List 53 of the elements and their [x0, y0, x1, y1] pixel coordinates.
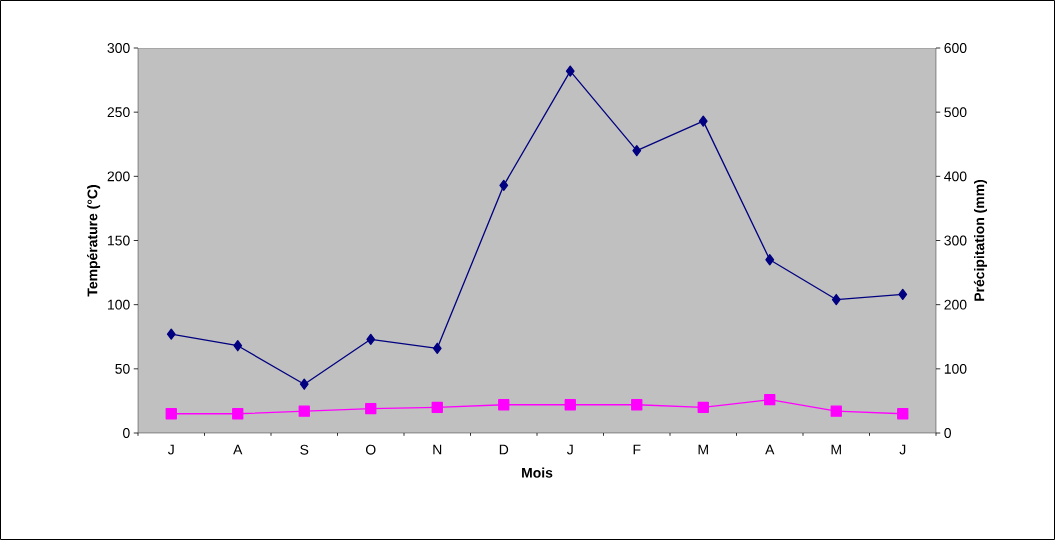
point [897, 408, 909, 420]
point [233, 340, 243, 352]
y2-tick-label: 500 [944, 107, 967, 118]
point [499, 179, 509, 191]
x-tick-label: J [899, 444, 906, 455]
point [764, 393, 776, 406]
point [697, 401, 709, 413]
point [564, 399, 576, 411]
point [165, 408, 177, 420]
point [365, 402, 377, 415]
y2-tick-label: 200 [944, 299, 967, 310]
point [565, 65, 575, 77]
y2-tick-label: 400 [944, 171, 967, 182]
point [166, 328, 176, 340]
point [698, 115, 708, 127]
x-tick-label: M [698, 444, 708, 455]
point [431, 401, 443, 413]
x-tick-label: S [300, 444, 309, 455]
point [232, 408, 244, 420]
point [298, 405, 310, 417]
x-tick-label: O [365, 444, 376, 455]
point [632, 145, 642, 157]
y2-tick-label: 300 [944, 235, 967, 246]
x-tick-label: M [831, 444, 841, 455]
y-tick-label: 250 [107, 107, 130, 118]
y-axis-title: Température (°C) [86, 185, 101, 297]
x-tick-label: D [499, 444, 509, 455]
point [432, 342, 442, 354]
x-tick-label: J [566, 444, 573, 455]
y-tick-label: 50 [115, 363, 130, 374]
y-tick-label: 300 [107, 43, 130, 53]
point [366, 333, 376, 345]
y-tick-label: 150 [108, 235, 130, 246]
x-axis-title: Mois [522, 467, 553, 478]
y2-tick-label: 100 [944, 363, 967, 374]
y2-tick-label: 0 [944, 428, 951, 438]
x-tick-label: N [433, 444, 442, 455]
x-tick-label: A [765, 444, 775, 455]
x-tick-label: F [633, 444, 641, 455]
y-tick-label: 200 [107, 171, 130, 182]
point [830, 405, 842, 417]
y2-tick-label: 600 [944, 43, 967, 53]
y-tick-label: 0 [123, 428, 130, 438]
point [299, 378, 309, 390]
point [765, 254, 775, 266]
point [831, 293, 841, 306]
x-tick-label: J [167, 444, 174, 455]
point [898, 288, 908, 301]
point [631, 399, 643, 411]
y-tick-label: 100 [108, 299, 130, 310]
y2-axis-title: Précipitation (mm) [973, 179, 988, 301]
point [498, 399, 510, 411]
x-tick-label: A [233, 444, 243, 455]
